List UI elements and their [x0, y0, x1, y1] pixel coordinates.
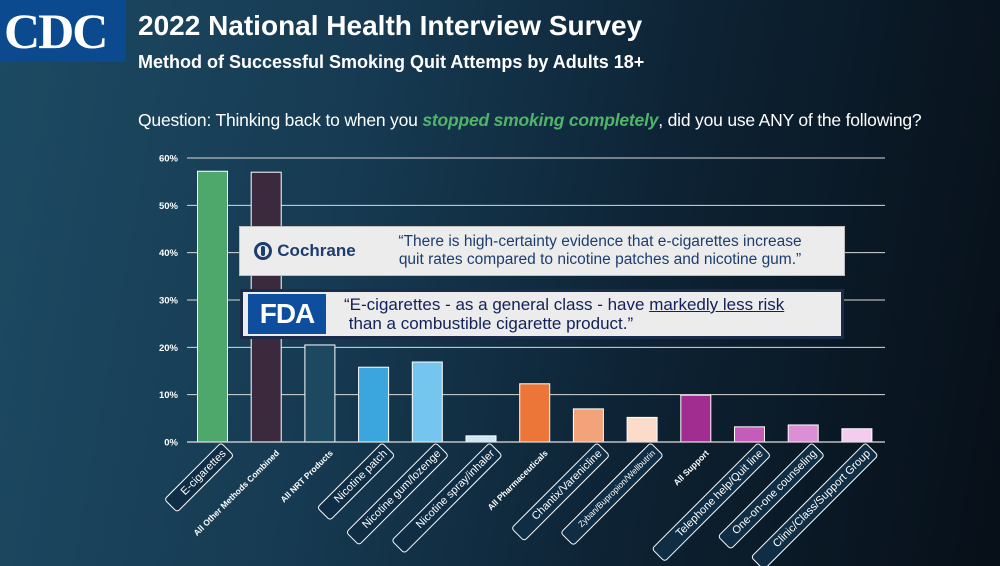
x-tick-label-group: All Support [671, 448, 711, 488]
x-tick-label-box [392, 443, 502, 553]
fda-logo-text: FDA [259, 298, 316, 329]
x-tick-label-box [512, 443, 609, 541]
x-tick-label-box [652, 443, 770, 561]
y-tick-label: 60% [159, 154, 179, 165]
fda-logo: FDA [248, 294, 326, 334]
x-tick-label-box [165, 443, 233, 512]
y-tick-label: 40% [159, 248, 179, 259]
fda-quote-underlined: markedly less risk [649, 295, 785, 314]
cochrane-mark-icon [254, 242, 273, 260]
cochrane-quote-line2: quit rates compared to nicotine patches … [398, 251, 802, 268]
page-subtitle: Method of Successful Smoking Quit Attemp… [138, 52, 645, 72]
cochrane-quote-line1: “There is high-certainty evidence that e… [398, 233, 802, 250]
y-tick-label: 30% [159, 296, 179, 307]
x-tick-label-box [751, 443, 878, 566]
bar [787, 424, 819, 443]
fda-quote-line2: than a combustible cigarette product.” [344, 314, 634, 333]
bar [411, 361, 443, 443]
question-suffix: , did you use ANY of the following? [658, 110, 922, 130]
x-tick-label-group: All NRT Products [278, 448, 335, 505]
bar [734, 426, 765, 443]
fda-callout: FDA “E-cigarettes - as a general class -… [240, 289, 844, 339]
y-tick-label: 10% [159, 390, 179, 401]
page-title: 2022 National Health Interview Survey [138, 10, 643, 41]
cdc-logo: CDC [0, 0, 126, 62]
bar [304, 344, 336, 443]
x-tick-label-group: Nicotine spray/inhaler [392, 443, 502, 553]
question-emphasis: stopped smoking completely [422, 110, 659, 130]
x-tick-label: All NRT Products [278, 448, 335, 505]
x-tick-label-box [318, 443, 395, 520]
cochrane-logo: Cochrane [246, 231, 364, 271]
bar [197, 170, 228, 443]
question-prefix: Question: Thinking back to when you [138, 110, 423, 130]
cochrane-logo-name: Cochrane [277, 241, 356, 260]
y-tick-label: 0% [164, 438, 178, 449]
cochrane-quote: “There is high-certainty evidence that e… [364, 233, 844, 269]
cochrane-callout: Cochrane “There is high-certainty eviden… [239, 226, 845, 276]
bar [519, 383, 551, 443]
y-tick-label: 50% [159, 201, 179, 212]
fda-quote-part1: “E-cigarettes - as a general class - hav… [344, 295, 650, 314]
x-tick-label-group: Chantix/Varenicline [512, 443, 609, 541]
x-tick-label-group: One-on-one counseling [718, 443, 824, 549]
bar [465, 435, 497, 443]
bar [572, 408, 604, 443]
x-tick-label-box [718, 443, 824, 549]
x-tick-label-box [346, 443, 448, 545]
x-tick-label: All Support [671, 448, 711, 488]
survey-question: Question: Thinking back to when you stop… [138, 110, 922, 131]
cdc-logo-text: CDC [4, 3, 108, 59]
bar [841, 428, 873, 443]
x-tick-label-group: Zyban/Bupropion/Wellbutrin [561, 443, 663, 545]
x-tick-label: Clinic/Class/Support Group [771, 448, 873, 550]
fda-quote-line1: “E-cigarettes - as a general class - hav… [344, 295, 841, 314]
bar [680, 394, 712, 443]
y-tick-label: 20% [159, 343, 179, 354]
fda-quote: “E-cigarettes - as a general class - hav… [326, 295, 841, 333]
x-tick-label-box [561, 443, 663, 545]
x-tick-label: E-cigarettes [179, 447, 229, 497]
bar [358, 366, 390, 443]
x-tick-label-group: Nicotine gum/lozenge [346, 443, 448, 545]
bar [626, 416, 658, 443]
